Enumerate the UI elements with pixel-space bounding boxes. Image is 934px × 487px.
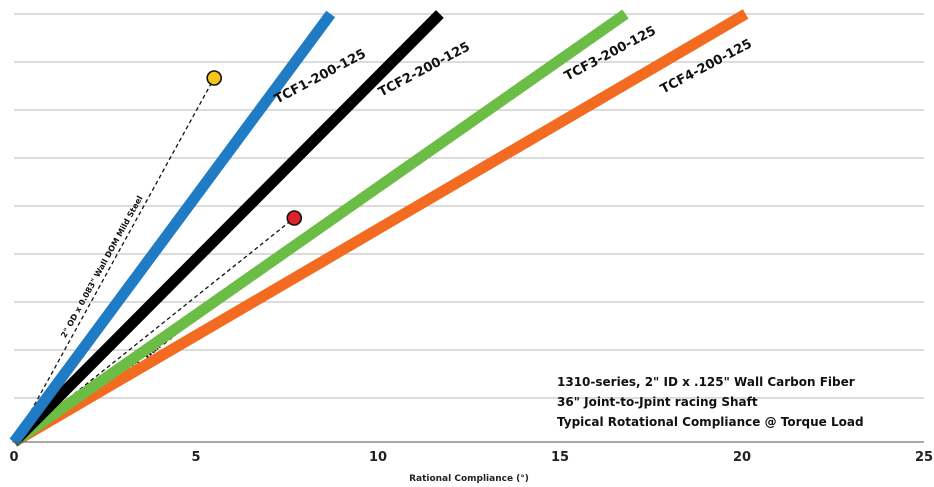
x-tick-label: 20: [733, 450, 751, 465]
reference-point: [206, 70, 222, 86]
x-tick-label: 10: [369, 450, 387, 465]
grid-lines: [14, 13, 924, 399]
annotation-line: Typical Rotational Compliance @ Torque L…: [557, 415, 864, 429]
x-axis: 0 5 10 15 20 25 Rational Compliance (°): [9, 441, 933, 484]
annotation-block: 1310-series, 2" ID x .125" Wall Carbon F…: [557, 375, 864, 429]
series-line: [10, 9, 629, 447]
series-line: [10, 10, 444, 446]
annotation-line: 36" Joint-to-Jpint racing Shaft: [557, 395, 758, 409]
annotation-line: 1310-series, 2" ID x .125" Wall Carbon F…: [557, 375, 855, 389]
x-tick-label: 25: [915, 450, 933, 465]
series-label: TCF4-200-125: [658, 36, 755, 97]
x-tick-label: 0: [9, 450, 18, 465]
series-line: [11, 9, 749, 447]
series-line: [9, 10, 336, 446]
x-tick-label: 15: [551, 450, 569, 465]
reference-point: [286, 210, 303, 226]
reference-line: [13, 77, 215, 443]
x-axis-label: Rational Compliance (°): [409, 474, 529, 484]
x-tick-label: 5: [191, 450, 200, 465]
series-lines: [9, 9, 749, 447]
